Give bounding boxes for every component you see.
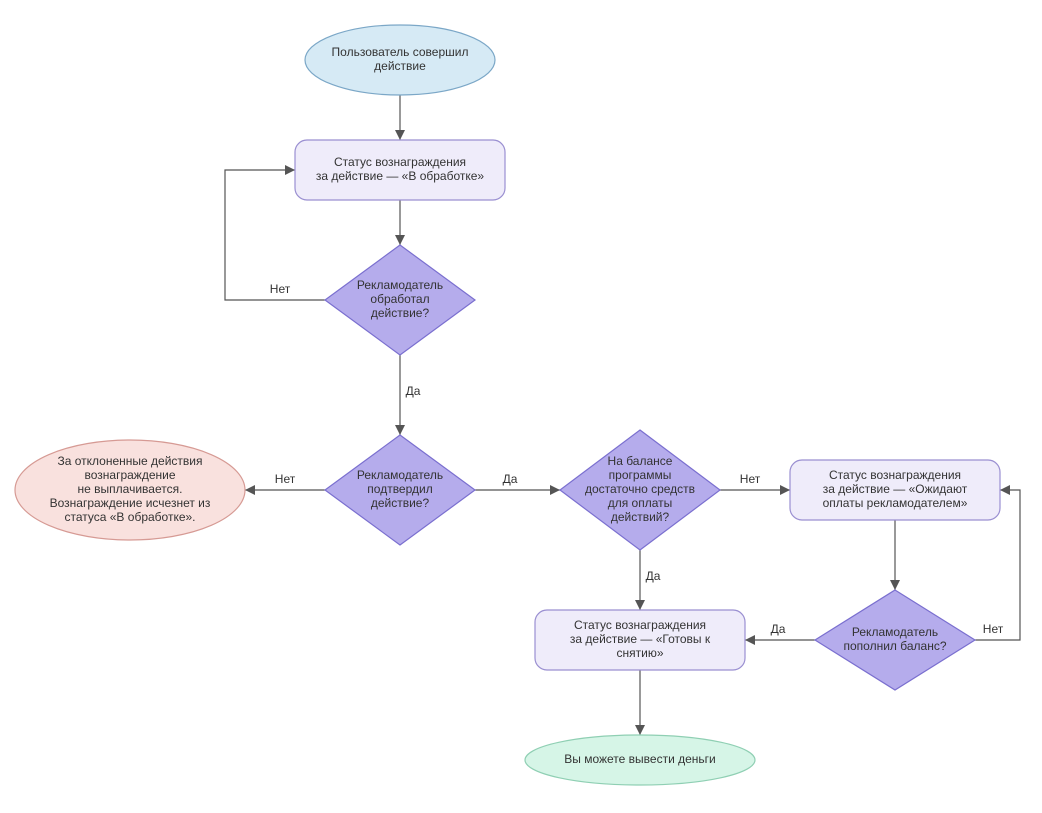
proc_inprogress-text-line-1: за действие — «В обработке» (316, 169, 485, 183)
edge-e_dec3_no: Нет (720, 472, 790, 495)
reject-text-line-2: не выплачивается. (78, 482, 183, 496)
proc_ready-text-line-1: за действие — «Готовы к (570, 632, 711, 646)
node-dec_balance: На балансепрограммыдостаточно средствдля… (560, 430, 720, 550)
reject-text-line-0: За отклоненные действия (58, 454, 203, 468)
dec_processed-text-line-2: действие? (371, 306, 430, 320)
edge-e_dec2_no: Нет (245, 472, 325, 495)
nodes-layer: Пользователь совершилдействие Статус возн… (15, 25, 1000, 785)
dec_processed-text-line-0: Рекламодатель (357, 278, 443, 292)
proc_awaiting-text-line-1: за действие — «Ожидают (823, 482, 968, 496)
edge-e_dec3_yes: Да (635, 550, 661, 610)
proc_awaiting-text-line-2: оплаты рекламодателем» (823, 496, 968, 510)
dec_confirmed-text-line-2: действие? (371, 496, 430, 510)
edge-e_dec2_yes: Да (475, 472, 560, 495)
dec_balance-text-line-2: достаточно средств (585, 482, 695, 496)
edge-e_await_dec4 (890, 520, 900, 590)
flowchart-canvas: Да Нет Нет Да Нет Да Да Нет Пользователь соверш… (0, 0, 1042, 813)
edge-label-e_dec3_no: Нет (740, 472, 761, 486)
node-proc_ready: Статус вознагражденияза действие — «Гото… (535, 610, 745, 670)
node-reject: За отклоненные действиявознаграждениене … (15, 440, 245, 540)
reject-text-line-3: Вознаграждение исчезнет из (50, 496, 211, 510)
edge-e_start_proc (395, 95, 405, 140)
node-dec_topup: Рекламодательпополнил баланс? (815, 590, 975, 690)
edge-e_ready_success (635, 670, 645, 735)
edge-label-e_dec1_no: Нет (270, 282, 291, 296)
edge-e_dec1_yes: Да (395, 355, 421, 435)
edge-label-e_dec3_yes: Да (646, 569, 661, 583)
dec_confirmed-text-line-1: подтвердил (367, 482, 432, 496)
dec_balance-text-line-4: действий? (611, 510, 670, 524)
start-text-line-1: действие (374, 59, 426, 73)
dec_topup-text-line-0: Рекламодатель (852, 625, 938, 639)
dec_balance-text-line-0: На балансе (608, 454, 673, 468)
edge-label-e_dec4_yes: Да (771, 622, 786, 636)
node-dec_confirmed: Рекламодательподтвердилдействие? (325, 435, 475, 545)
edge-label-e_dec1_yes: Да (406, 384, 421, 398)
reject-text-line-1: вознаграждение (84, 468, 175, 482)
dec_confirmed-text-line-0: Рекламодатель (357, 468, 443, 482)
node-proc_awaiting: Статус вознагражденияза действие — «Ожид… (790, 460, 1000, 520)
dec_balance-text-line-1: программы (609, 468, 672, 482)
proc_awaiting-text-line-0: Статус вознаграждения (829, 468, 961, 482)
start-text-line-0: Пользователь совершил (332, 45, 469, 59)
edge-label-e_dec2_yes: Да (503, 472, 518, 486)
edge-label-e_dec4_no: Нет (983, 622, 1004, 636)
node-success: Вы можете вывести деньги (525, 735, 755, 785)
success-text-line-0: Вы можете вывести деньги (564, 752, 716, 766)
dec_processed-text-line-1: обработал (370, 292, 429, 306)
dec_topup-text-line-1: пополнил баланс? (844, 639, 947, 653)
proc_ready-text-line-0: Статус вознаграждения (574, 618, 706, 632)
reject-text-line-4: статуса «В обработке». (64, 510, 195, 524)
proc_ready-text-line-2: снятию» (617, 646, 664, 660)
node-dec_processed: Рекламодательобработалдействие? (325, 245, 475, 355)
edge-e_proc_dec1 (395, 200, 405, 245)
proc_inprogress-text-line-0: Статус вознаграждения (334, 155, 466, 169)
node-proc_inprogress: Статус вознагражденияза действие — «В об… (295, 140, 505, 200)
node-start: Пользователь совершилдействие (305, 25, 495, 95)
dec_balance-text-line-3: для оплаты (608, 496, 673, 510)
edge-label-e_dec2_no: Нет (275, 472, 296, 486)
edge-e_dec4_yes: Да (745, 622, 815, 645)
